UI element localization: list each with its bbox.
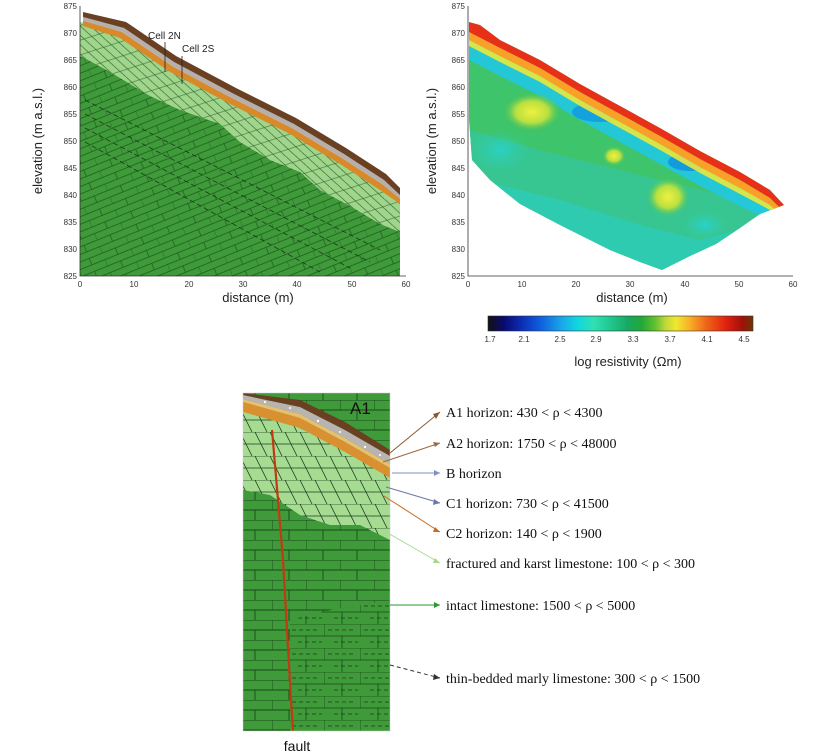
resistivity-plot: 825 830 835 840 845 850 855 860 865 870 … — [424, 2, 798, 305]
x-tick: 30 — [626, 280, 635, 289]
legend-a2-horizon: A2 horizon: 1750 < ρ < 48000 — [446, 437, 617, 452]
geology-x-ticks: 0 10 20 30 40 50 60 — [78, 280, 411, 289]
y-tick: 855 — [452, 110, 466, 119]
x-tick: 40 — [293, 280, 302, 289]
colorbar: 1.7 2.1 2.5 2.9 3.3 3.7 4.1 4.5 log resi… — [484, 315, 754, 369]
fractured-limestone-area — [80, 22, 400, 232]
x-tick: 40 — [681, 280, 690, 289]
y-tick: 860 — [452, 83, 466, 92]
marly-bands — [84, 99, 381, 273]
colorbar-ticks: 1.7 2.1 2.5 2.9 3.3 3.7 4.1 4.5 — [484, 335, 750, 344]
x-tick: 0 — [466, 280, 471, 289]
b-horizon-speckles — [263, 400, 381, 456]
cell-2s-label: Cell 2S — [182, 44, 215, 55]
x-tick: 50 — [348, 280, 357, 289]
y-tick: 850 — [64, 137, 78, 146]
colorbar-tick: 2.1 — [518, 335, 530, 344]
arrowhead — [433, 527, 440, 532]
legend-arrowheads — [433, 412, 440, 680]
colorbar-tick: 3.3 — [627, 335, 639, 344]
detail-section: A1 fault A1 horizon: 430 < ρ < 4300 — [242, 392, 700, 754]
arrow-a2 — [382, 442, 441, 463]
resistivity-x-label: distance (m) — [596, 290, 668, 305]
legend-fractured-limestone: fractured and karst limestone: 100 < ρ <… — [446, 557, 695, 572]
geology-y-ticks: 825 830 835 840 845 850 855 860 865 870 … — [64, 2, 78, 281]
y-tick: 840 — [452, 191, 466, 200]
geology-plot: Cell 2N Cell 2S 825 830 835 840 845 850 … — [30, 2, 411, 305]
colorbar-label: log resistivity (Ωm) — [574, 354, 681, 369]
arrowhead — [433, 442, 440, 447]
y-tick: 870 — [64, 29, 78, 38]
arrow-a1 — [389, 411, 441, 454]
legend-a1-horizon: A1 horizon: 430 < ρ < 4300 — [446, 406, 603, 421]
legend: A1 horizon: 430 < ρ < 4300 A2 horizon: 1… — [446, 406, 700, 687]
arrowhead — [433, 499, 440, 505]
colorbar-gradient — [487, 315, 754, 332]
resistivity-y-label: elevation (m a.s.l.) — [424, 88, 439, 194]
arrow-fractured — [385, 531, 441, 564]
resistivity-field — [469, 22, 784, 270]
x-tick: 30 — [239, 280, 248, 289]
y-tick: 860 — [64, 83, 78, 92]
c2-horizon-layer — [83, 20, 400, 204]
colorbar-tick: 3.7 — [664, 335, 676, 344]
y-tick: 875 — [452, 2, 466, 11]
cell-2n-label: Cell 2N — [148, 31, 181, 42]
y-tick: 825 — [64, 272, 78, 281]
y-tick: 870 — [452, 29, 466, 38]
y-tick: 865 — [452, 56, 466, 65]
y-tick: 845 — [452, 164, 466, 173]
y-tick: 855 — [64, 110, 78, 119]
x-tick: 0 — [78, 280, 83, 289]
arrowhead — [434, 470, 440, 476]
y-tick: 825 — [452, 272, 466, 281]
y-tick: 850 — [452, 137, 466, 146]
y-tick: 840 — [64, 191, 78, 200]
arrow-c1 — [385, 486, 441, 504]
y-tick: 830 — [452, 245, 466, 254]
fault-line — [270, 429, 295, 731]
colorbar-tick: 2.9 — [590, 335, 602, 344]
resistivity-x-ticks: 0 10 20 30 40 50 60 — [466, 280, 798, 289]
y-tick: 835 — [452, 218, 466, 227]
legend-c1-horizon: C1 horizon: 730 < ρ < 41500 — [446, 497, 609, 512]
y-tick: 845 — [64, 164, 78, 173]
arrowhead — [433, 412, 440, 419]
arrowhead — [433, 558, 440, 563]
detail-title: A1 — [350, 399, 371, 418]
colorbar-tick: 4.5 — [738, 335, 750, 344]
x-tick: 60 — [789, 280, 798, 289]
y-tick: 865 — [64, 56, 78, 65]
x-tick: 10 — [518, 280, 527, 289]
x-tick: 20 — [185, 280, 194, 289]
arrow-c2 — [383, 495, 441, 533]
y-tick: 830 — [64, 245, 78, 254]
colorbar-tick: 4.1 — [701, 335, 713, 344]
x-tick: 10 — [130, 280, 139, 289]
arrow-marly — [389, 664, 441, 679]
resistivity-axes — [467, 6, 793, 277]
resistivity-y-ticks: 825 830 835 840 845 850 855 860 865 870 … — [452, 2, 466, 281]
x-tick: 20 — [572, 280, 581, 289]
legend-marly-limestone: thin-bedded marly limestone: 300 < ρ < 1… — [446, 672, 700, 687]
colorbar-tick: 2.5 — [554, 335, 566, 344]
legend-c2-horizon: C2 horizon: 140 < ρ < 1900 — [446, 527, 602, 542]
geology-axes — [79, 6, 406, 277]
colorbar-tick: 1.7 — [484, 335, 496, 344]
legend-arrows — [382, 411, 441, 679]
x-tick: 60 — [402, 280, 411, 289]
arrowhead — [433, 674, 440, 680]
x-tick: 50 — [735, 280, 744, 289]
arrowhead — [434, 602, 440, 608]
legend-intact-limestone: intact limestone: 1500 < ρ < 5000 — [446, 599, 635, 614]
y-tick: 835 — [64, 218, 78, 227]
y-tick: 875 — [64, 2, 78, 11]
fault-label: fault — [284, 738, 311, 754]
detail-block — [243, 393, 390, 731]
geology-x-label: distance (m) — [222, 290, 294, 305]
legend-b-horizon: B horizon — [446, 467, 502, 482]
geology-y-label: elevation (m a.s.l.) — [30, 88, 45, 194]
